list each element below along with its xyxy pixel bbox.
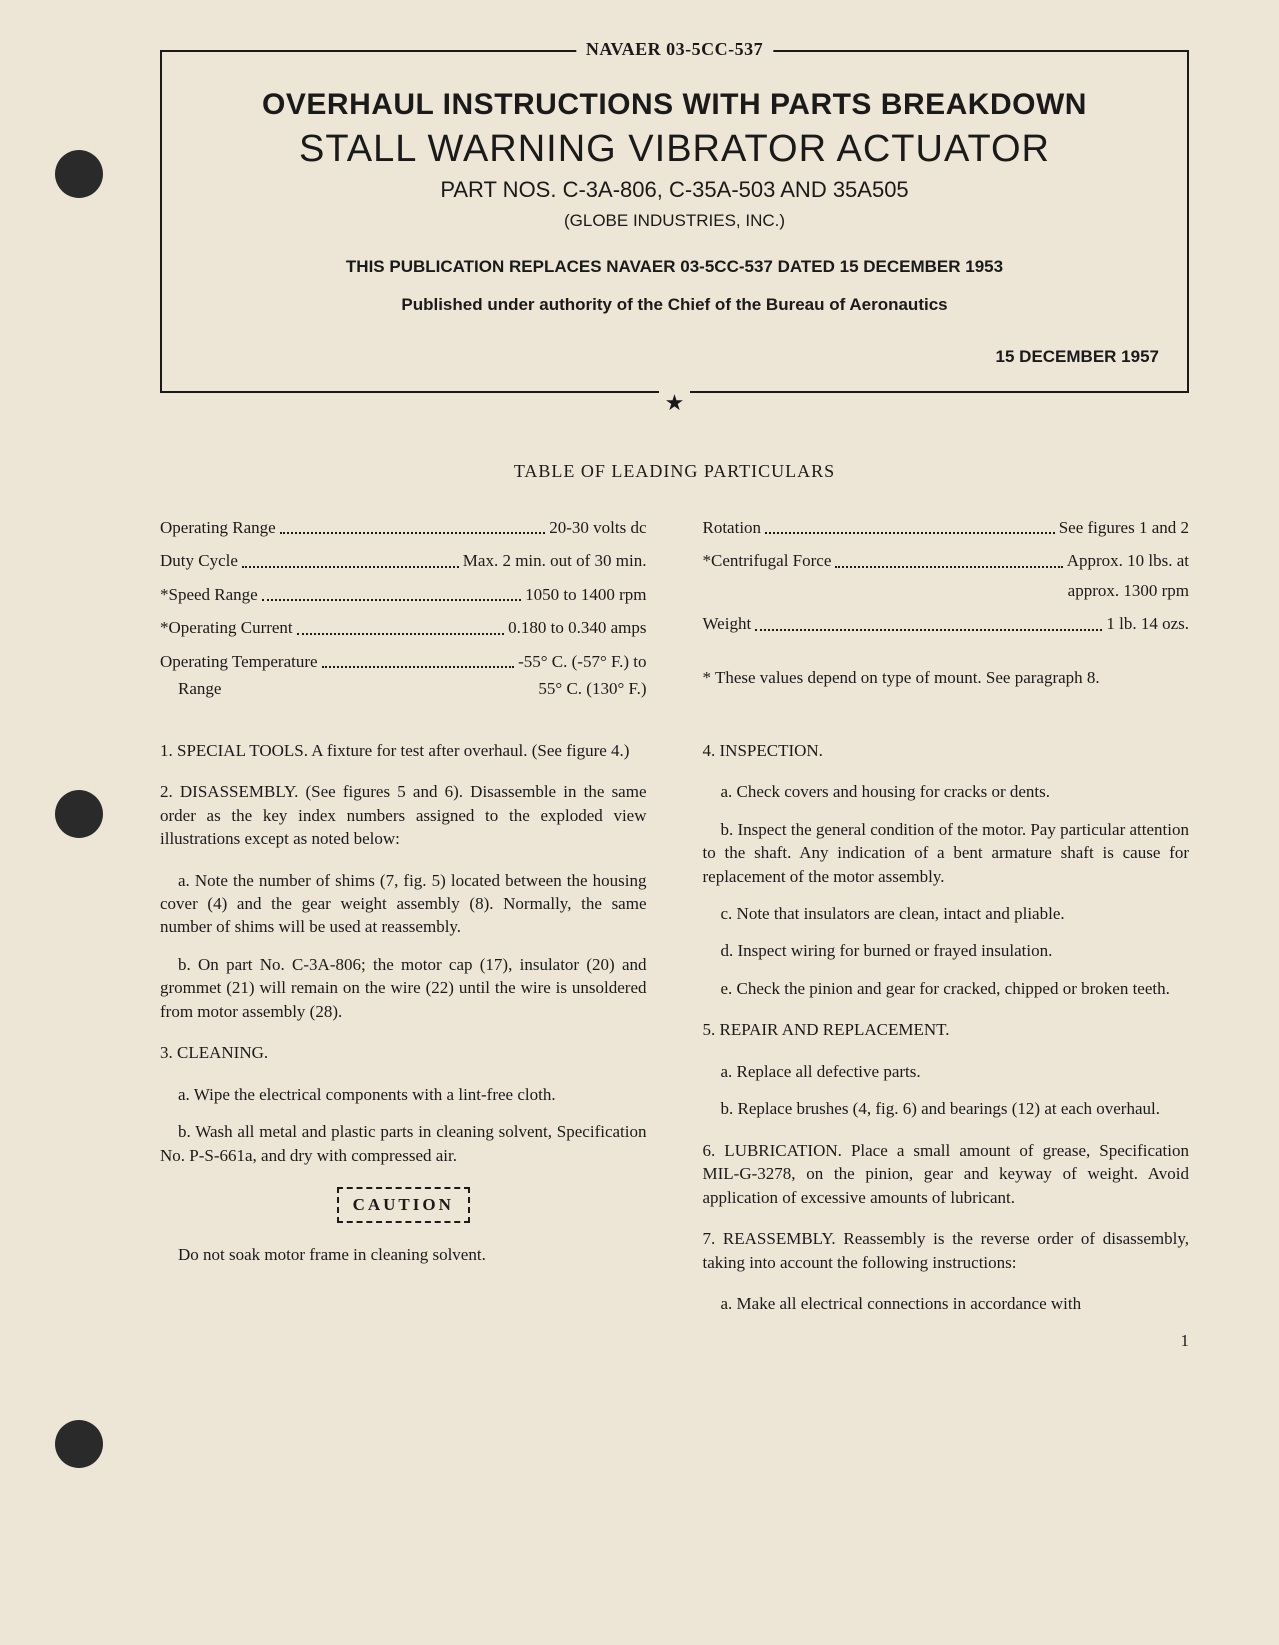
step-d: d. Inspect wiring for burned or frayed i… (703, 939, 1190, 962)
spec-row: Duty Cycle Max. 2 min. out of 30 min. (160, 549, 647, 572)
footnote: * These values depend on type of mount. … (703, 666, 1190, 689)
spec-row: *Centrifugal Force Approx. 10 lbs. at (703, 549, 1190, 572)
spec-row: Operating Range 20-30 volts dc (160, 516, 647, 539)
spec-label: Range (178, 677, 221, 700)
spec-value: -55° C. (-57° F.) to (518, 650, 646, 673)
section-repair: 5. REPAIR AND REPLACEMENT. (703, 1018, 1190, 1041)
authority-line: Published under authority of the Chief o… (190, 295, 1159, 315)
section-inspection: 4. INSPECTION. (703, 739, 1190, 762)
leader-dots (280, 532, 546, 534)
spec-label: *Speed Range (160, 583, 258, 606)
leader-dots (755, 629, 1102, 631)
spec-row: *Operating Current 0.180 to 0.340 amps (160, 616, 647, 639)
punch-hole (55, 790, 103, 838)
spec-value: Max. 2 min. out of 30 min. (463, 549, 647, 572)
caution-text: Do not soak motor frame in cleaning solv… (160, 1243, 647, 1266)
part-numbers: PART NOS. C-3A-806, C-35A-503 AND 35A505 (190, 177, 1159, 203)
body-columns: 1. SPECIAL TOOLS. A fixture for test aft… (160, 721, 1189, 1353)
page-number: 1 (703, 1329, 1190, 1352)
particulars-right: Rotation See figures 1 and 2 *Centrifuga… (703, 506, 1190, 711)
spec-value: 1 lb. 14 ozs. (1106, 612, 1189, 635)
caution-box: CAUTION (160, 1187, 647, 1222)
leader-dots (297, 633, 504, 635)
section-cleaning: 3. CLEANING. (160, 1041, 647, 1064)
section-disassembly: 2. DISASSEMBLY. (See figures 5 and 6). D… (160, 780, 647, 850)
spec-value: See figures 1 and 2 (1059, 516, 1189, 539)
spec-value: Approx. 10 lbs. at (1067, 549, 1189, 572)
leader-dots (322, 666, 515, 668)
document-page: NAVAER 03-5CC-537 OVERHAUL INSTRUCTIONS … (0, 0, 1279, 1645)
punch-hole (55, 1420, 103, 1468)
leader-dots (765, 532, 1055, 534)
spec-value: 55° C. (130° F.) (538, 677, 646, 700)
punch-hole (55, 150, 103, 198)
spec-label: Weight (703, 612, 752, 635)
step-b: b. Inspect the general condition of the … (703, 818, 1190, 888)
step-a: a. Check covers and housing for cracks o… (703, 780, 1190, 803)
step-b: b. Wash all metal and plastic parts in c… (160, 1120, 647, 1167)
spec-label: Operating Temperature (160, 650, 318, 673)
body-right: 4. INSPECTION. a. Check covers and housi… (703, 721, 1190, 1353)
step-a: a. Replace all defective parts. (703, 1060, 1190, 1083)
spec-label: *Centrifugal Force (703, 549, 832, 572)
section-reassembly: 7. REASSEMBLY. Reassembly is the reverse… (703, 1227, 1190, 1274)
spec-value: 0.180 to 0.340 amps (508, 616, 646, 639)
spec-row: *Speed Range 1050 to 1400 rpm (160, 583, 647, 606)
spec-subvalue: approx. 1300 rpm (703, 579, 1190, 602)
title-box: NAVAER 03-5CC-537 OVERHAUL INSTRUCTIONS … (160, 50, 1189, 393)
leader-dots (262, 599, 521, 601)
spec-row: Rotation See figures 1 and 2 (703, 516, 1190, 539)
particulars-title: TABLE OF LEADING PARTICULARS (160, 461, 1189, 482)
step-c: c. Note that insulators are clean, intac… (703, 902, 1190, 925)
section-lubrication: 6. LUBRICATION. Place a small amount of … (703, 1139, 1190, 1209)
particulars-left: Operating Range 20-30 volts dc Duty Cycl… (160, 506, 647, 711)
leader-dots (835, 566, 1062, 568)
manufacturer: (GLOBE INDUSTRIES, INC.) (190, 211, 1159, 231)
particulars-columns: Operating Range 20-30 volts dc Duty Cycl… (160, 506, 1189, 711)
spec-row: Range 55° C. (130° F.) (160, 677, 647, 700)
leader-dots (242, 566, 459, 568)
spec-label: Duty Cycle (160, 549, 238, 572)
spec-label: Rotation (703, 516, 762, 539)
body-left: 1. SPECIAL TOOLS. A fixture for test aft… (160, 721, 647, 1353)
step-a: a. Note the number of shims (7, fig. 5) … (160, 869, 647, 939)
spec-value: 20-30 volts dc (549, 516, 646, 539)
spec-value: 1050 to 1400 rpm (525, 583, 646, 606)
spec-row: Weight 1 lb. 14 ozs. (703, 612, 1190, 635)
doc-id: NAVAER 03-5CC-537 (576, 39, 773, 60)
spec-label: *Operating Current (160, 616, 293, 639)
caution-label: CAUTION (337, 1187, 470, 1222)
title-device: STALL WARNING VIBRATOR ACTUATOR (190, 128, 1159, 171)
publication-date: 15 DECEMBER 1957 (190, 347, 1159, 367)
title-overhaul: OVERHAUL INSTRUCTIONS WITH PARTS BREAKDO… (190, 88, 1159, 122)
spec-row: Operating Temperature -55° C. (-57° F.) … (160, 650, 647, 673)
step-a: a. Wipe the electrical components with a… (160, 1083, 647, 1106)
step-a: a. Make all electrical connections in ac… (703, 1292, 1190, 1315)
step-e: e. Check the pinion and gear for cracked… (703, 977, 1190, 1000)
step-b: b. Replace brushes (4, fig. 6) and beari… (703, 1097, 1190, 1120)
replaces-line: THIS PUBLICATION REPLACES NAVAER 03-5CC-… (190, 257, 1159, 277)
step-b: b. On part No. C-3A-806; the motor cap (… (160, 953, 647, 1023)
section-special-tools: 1. SPECIAL TOOLS. A fixture for test aft… (160, 739, 647, 762)
spec-label: Operating Range (160, 516, 276, 539)
